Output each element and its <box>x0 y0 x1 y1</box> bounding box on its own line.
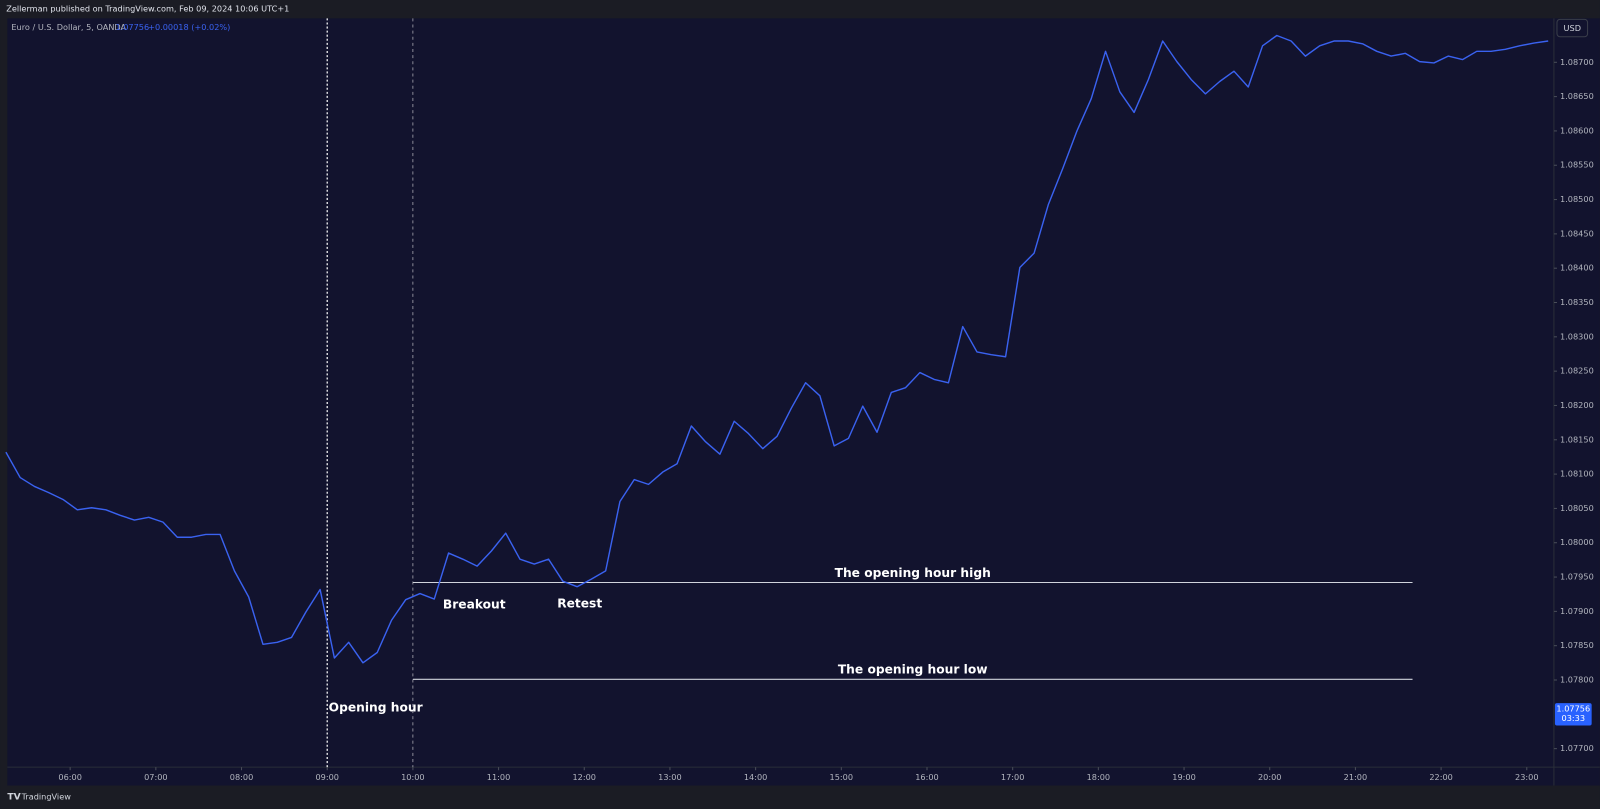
y-tick-label: 1.08500 <box>1560 194 1594 204</box>
countdown: 03:33 <box>1562 713 1586 723</box>
y-tick-label: 1.07900 <box>1560 606 1594 616</box>
level-label: The opening hour low <box>838 663 988 677</box>
x-tick-label: 11:00 <box>487 772 511 782</box>
plot-area <box>7 18 1554 768</box>
x-tick-label: 17:00 <box>1001 772 1025 782</box>
x-tick-label: 21:00 <box>1344 772 1368 782</box>
last-price-box <box>1554 703 1592 726</box>
brand: TradingView <box>21 791 72 801</box>
x-tick-label: 23:00 <box>1515 772 1539 782</box>
x-tick-label: 09:00 <box>315 772 339 782</box>
y-tick-label: 1.08600 <box>1560 125 1594 135</box>
legend-price: 1.07756 <box>115 22 149 32</box>
x-tick-label: 15:00 <box>830 772 854 782</box>
publish-info: Zellerman published on TradingView.com, … <box>6 4 289 14</box>
time-axis <box>7 767 1600 786</box>
currency-button[interactable] <box>1556 18 1589 38</box>
x-tick-label: 10:00 <box>401 772 425 782</box>
y-tick-label: 1.08300 <box>1560 331 1594 341</box>
y-tick-label: 1.07700 <box>1560 743 1594 753</box>
x-tick-label: 20:00 <box>1258 772 1282 782</box>
y-tick-label: 1.07850 <box>1560 640 1594 650</box>
y-tick-label: 1.08550 <box>1560 160 1594 170</box>
y-tick-label: 1.08650 <box>1560 91 1594 101</box>
brand-logo: 𝗧𝗩 <box>7 791 21 802</box>
y-tick-label: 1.08100 <box>1560 469 1594 479</box>
x-tick-label: 13:00 <box>658 772 682 782</box>
x-tick-label: 12:00 <box>573 772 597 782</box>
legend-change: +0.00018 (+0.02%) <box>148 22 230 32</box>
x-tick-label: 16:00 <box>915 772 939 782</box>
annotation: Breakout <box>443 597 506 611</box>
level-label: The opening hour high <box>835 566 991 580</box>
price-line <box>5 34 1549 664</box>
y-tick-label: 1.08050 <box>1560 503 1594 513</box>
currency[interactable]: USD <box>1564 23 1581 33</box>
x-tick-label: 07:00 <box>144 772 168 782</box>
x-tick-label: 08:00 <box>230 772 254 782</box>
price-axis <box>1553 18 1600 768</box>
annotation: Retest <box>557 596 602 610</box>
x-tick-label: 06:00 <box>58 772 82 782</box>
y-tick-label: 1.07800 <box>1560 675 1594 685</box>
x-tick-label: 18:00 <box>1087 772 1111 782</box>
x-tick-label: 19:00 <box>1172 772 1196 782</box>
y-tick-label: 1.07950 <box>1560 572 1594 582</box>
y-tick-label: 1.08200 <box>1560 400 1594 410</box>
last-price-label: 1.07756 <box>1556 704 1590 714</box>
y-tick-label: 1.08350 <box>1560 297 1594 307</box>
y-tick-label: 1.08250 <box>1560 366 1594 376</box>
x-tick-label: 22:00 <box>1429 772 1453 782</box>
y-tick-label: 1.08400 <box>1560 263 1594 273</box>
y-tick-label: 1.08000 <box>1560 537 1594 547</box>
y-tick-label: 1.08150 <box>1560 434 1594 444</box>
x-tick-label: 14:00 <box>744 772 768 782</box>
y-tick-label: 1.08700 <box>1560 57 1594 67</box>
y-tick-label: 1.08450 <box>1560 228 1594 238</box>
annotation: Opening hour <box>329 701 423 715</box>
symbol: Euro / U.S. Dollar, 5, OANDA <box>11 22 126 32</box>
